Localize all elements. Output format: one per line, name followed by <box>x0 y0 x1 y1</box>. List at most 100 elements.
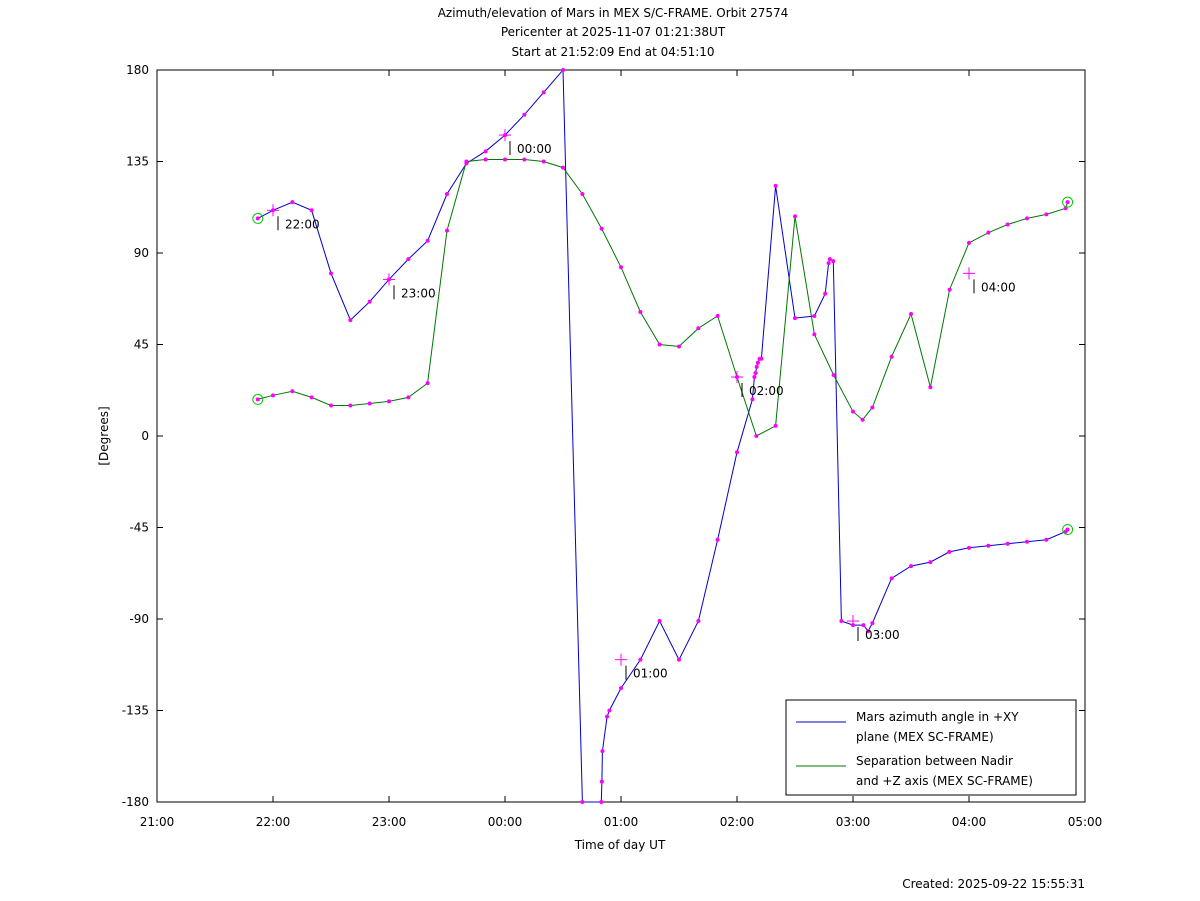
data-point <box>367 401 372 406</box>
data-point <box>1025 539 1029 544</box>
hour-label: 00:00 <box>517 142 552 156</box>
data-point <box>861 623 866 628</box>
data-point <box>290 389 295 394</box>
data-point <box>967 545 971 550</box>
data-point <box>909 312 913 316</box>
data-point <box>605 714 610 719</box>
data-point <box>445 192 449 197</box>
x-tick-label: 05:00 <box>1068 815 1103 829</box>
data-point <box>309 208 314 213</box>
hour-label: 23:00 <box>401 286 436 300</box>
data-point <box>793 214 797 219</box>
data-point <box>425 381 430 386</box>
data-point <box>367 299 372 304</box>
x-tick-label: 02:00 <box>720 815 755 829</box>
data-point <box>600 749 605 754</box>
endpoint-marker <box>1062 196 1074 208</box>
data-point <box>619 686 623 691</box>
data-point <box>928 385 933 390</box>
legend-label-separation-1: Separation between Nadir <box>856 754 1013 768</box>
y-axis-label: [Degrees] <box>97 406 111 465</box>
data-point <box>657 619 662 624</box>
y-tick-label: -90 <box>129 612 149 626</box>
x-tick-label: 03:00 <box>836 815 871 829</box>
data-point <box>889 576 894 581</box>
data-point <box>839 619 844 624</box>
series-azimuth-line <box>257 68 1068 803</box>
data-point <box>986 230 991 235</box>
data-point <box>826 261 831 266</box>
y-tick-label: 135 <box>126 155 149 169</box>
data-point <box>255 397 260 402</box>
hour-label: 02:00 <box>749 384 784 398</box>
data-point <box>947 287 952 292</box>
data-point <box>750 397 755 402</box>
x-tick-label: 22:00 <box>256 815 291 829</box>
data-point <box>607 708 612 713</box>
data-point <box>464 159 469 164</box>
y-tick-label: 90 <box>134 246 149 260</box>
data-point <box>793 316 797 321</box>
data-point <box>860 417 865 422</box>
x-tick-label: 21:00 <box>140 815 175 829</box>
data-point <box>1005 222 1010 227</box>
data-point <box>889 354 894 359</box>
data-point <box>735 450 739 455</box>
data-point <box>773 423 778 428</box>
data-point <box>599 779 604 784</box>
data-point <box>754 434 759 438</box>
data-point <box>561 165 565 170</box>
data-point <box>1025 216 1029 221</box>
data-point <box>928 560 933 565</box>
data-point <box>827 257 832 262</box>
axes: 21:00 22:00 23:00 00:00 01:00 02:00 03:00 04:00… <box>122 63 1103 829</box>
data-point <box>866 629 871 634</box>
data-point <box>580 800 585 804</box>
hour-label-layer: 22:00 23:00 00:00 01:00 02:00 03:00 04:00 <box>267 129 1016 681</box>
data-point <box>406 395 411 400</box>
data-point <box>870 405 875 410</box>
data-point <box>348 403 353 408</box>
endpoint-marker <box>1062 524 1074 536</box>
data-point <box>1044 537 1049 542</box>
data-point <box>255 216 260 221</box>
data-point <box>759 356 764 361</box>
data-point <box>638 309 643 314</box>
data-point <box>909 564 913 569</box>
chart-title-line-1: Azimuth/elevation of Mars in MEX S/C-FRA… <box>438 6 789 20</box>
y-tick-label: 180 <box>126 63 149 77</box>
data-point <box>696 619 701 624</box>
hour-label: 04:00 <box>981 280 1016 294</box>
data-point <box>812 332 817 337</box>
data-point <box>348 318 353 323</box>
data-point <box>619 265 623 270</box>
legend-box <box>785 699 1077 796</box>
data-point <box>541 90 546 95</box>
legend: Mars azimuth angle in +XY plane (MEX SC-… <box>785 699 1077 796</box>
data-point <box>638 657 643 662</box>
chart-title-line-3: Start at 21:52:09 End at 04:51:10 <box>511 45 714 59</box>
series-layer <box>257 68 1069 803</box>
data-point <box>503 157 507 162</box>
data-point <box>290 200 295 205</box>
data-point <box>522 112 527 117</box>
y-tick-label: -45 <box>129 521 149 535</box>
marker-layer <box>252 68 1074 804</box>
data-point <box>580 192 585 197</box>
data-point <box>753 370 758 375</box>
data-point <box>967 240 971 245</box>
data-point <box>329 403 333 408</box>
data-point <box>715 314 720 319</box>
y-tick-label: -135 <box>122 704 149 718</box>
data-point <box>715 537 720 542</box>
x-tick-label: 04:00 <box>952 815 987 829</box>
data-point <box>483 157 488 162</box>
chart-title-line-2: Pericenter at 2025-11-07 01:21:38UT <box>501 25 726 39</box>
hour-label: 22:00 <box>285 217 320 231</box>
data-point <box>812 314 817 319</box>
hour-label: 01:00 <box>633 667 668 681</box>
y-tick-label: -180 <box>122 795 149 809</box>
data-point <box>1005 541 1010 546</box>
legend-label-azimuth-2: plane (MEX SC-FRAME) <box>856 730 994 744</box>
